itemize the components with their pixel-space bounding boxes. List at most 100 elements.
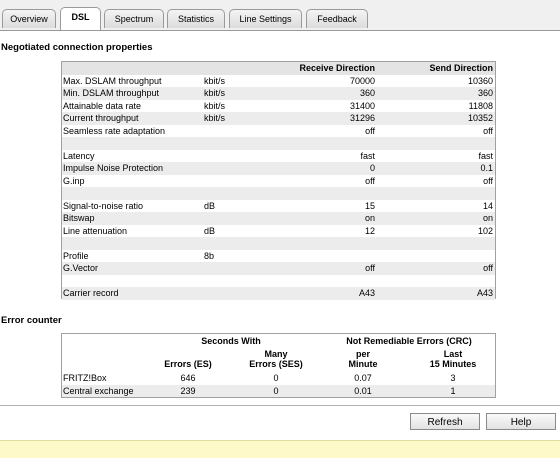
send-value: 10360 xyxy=(467,75,493,86)
receive-value: 0 xyxy=(369,163,375,173)
cell-value: 3 xyxy=(450,373,456,383)
row-label: Line attenuation xyxy=(63,225,128,236)
row-label: Bitswap xyxy=(63,213,95,223)
column-header: Many xyxy=(264,349,288,359)
send-value: off xyxy=(483,125,493,136)
cell-value: 0 xyxy=(273,373,279,383)
receive-value: off xyxy=(365,263,375,273)
column-header: Minute xyxy=(348,359,378,369)
receive-value: off xyxy=(365,175,375,186)
receive-value: fast xyxy=(360,150,375,161)
header-row: Receive Direction Send Direction xyxy=(62,62,495,75)
row-label: G.Vector xyxy=(63,263,99,273)
column-header: 15 Minutes xyxy=(429,359,477,369)
data-row: G.Vector off off xyxy=(62,262,495,275)
separator xyxy=(0,405,560,406)
footer xyxy=(0,440,560,458)
data-row: Central exchange 239 0 0.01 1 xyxy=(62,384,495,397)
unit: dB xyxy=(204,200,216,211)
row-label: Max. DSLAM throughput xyxy=(63,75,162,86)
cell-value: 0.01 xyxy=(354,385,372,396)
error-table: Seconds With Not Remediable Errors (CRC) E… xyxy=(61,333,496,398)
data-row: Line attenuation dB 12 102 xyxy=(62,225,495,238)
cell-value: 646 xyxy=(180,373,196,383)
spacer-row xyxy=(62,237,495,250)
data-row: Bitswap on on xyxy=(62,212,495,225)
cell-value: 239 xyxy=(180,385,196,396)
row-label: Central exchange xyxy=(63,385,134,396)
data-row: Latency fast fast xyxy=(62,150,495,163)
data-row: Profile 8b xyxy=(62,250,495,263)
send-value: 0.1 xyxy=(480,163,493,173)
unit: kbit/s xyxy=(204,100,226,111)
send-value: fast xyxy=(478,150,493,161)
receive-value: 12 xyxy=(364,225,375,236)
cell-value: 1 xyxy=(450,385,456,396)
tab[interactable]: DSL xyxy=(60,7,101,30)
row-label: Signal-to-noise ratio xyxy=(63,200,144,211)
section-title: Error counter xyxy=(1,315,62,326)
send-value: 10352 xyxy=(467,113,493,123)
receive-value: on xyxy=(364,213,375,223)
unit: kbit/s xyxy=(204,75,226,86)
spacer-row xyxy=(62,275,495,288)
cell-value: 0 xyxy=(273,385,279,396)
data-row: Impulse Noise Protection 0 0.1 xyxy=(62,162,495,175)
data-row: Seamless rate adaptation off off xyxy=(62,125,495,138)
data-row: G.inp off off xyxy=(62,175,495,188)
row-label: Current throughput xyxy=(63,113,139,123)
column-header: Errors (ES) xyxy=(164,359,212,369)
column-header: Receive Direction xyxy=(299,63,375,73)
column-header: per xyxy=(355,349,370,359)
row-label: FRITZ!Box xyxy=(63,373,107,383)
row-label: Profile xyxy=(63,250,89,261)
button[interactable]: Refresh xyxy=(410,413,480,430)
data-row: Min. DSLAM throughput kbit/s 360 360 xyxy=(62,87,495,100)
data-row: Signal-to-noise ratio dB 15 14 xyxy=(62,200,495,213)
row-label: Seamless rate adaptation xyxy=(63,125,166,136)
group-header: Not Remediable Errors (CRC) xyxy=(346,336,472,346)
unit: 8b xyxy=(204,250,215,261)
send-value: 360 xyxy=(477,88,493,98)
send-value: A43 xyxy=(476,288,493,298)
group-header: Seconds With xyxy=(201,336,261,346)
unit: kbit/s xyxy=(204,88,226,98)
row-label: Carrier record xyxy=(63,288,119,298)
send-value: off xyxy=(483,263,493,273)
send-value: 14 xyxy=(482,200,493,211)
unit: dB xyxy=(204,225,216,236)
column-header: Errors (SES) xyxy=(249,359,303,369)
tab[interactable]: Feedback xyxy=(306,9,368,28)
column-header: Send Direction xyxy=(429,63,493,73)
receive-value: 31296 xyxy=(349,113,375,123)
tab[interactable]: Spectrum xyxy=(104,9,164,28)
tab[interactable]: Statistics xyxy=(167,9,225,28)
data-row: FRITZ!Box 646 0 0.07 3 xyxy=(62,372,495,385)
receive-value: 15 xyxy=(364,200,375,211)
spacer-row xyxy=(62,187,495,200)
row-label: Min. DSLAM throughput xyxy=(63,88,160,98)
send-value: off xyxy=(483,175,493,186)
receive-value: off xyxy=(365,125,375,136)
receive-value: 360 xyxy=(359,88,375,98)
cell-value: 0.07 xyxy=(354,373,372,383)
row-label: Impulse Noise Protection xyxy=(63,163,164,173)
tab[interactable]: Line Settings xyxy=(229,9,302,28)
button[interactable]: Help xyxy=(486,413,556,430)
data-row: Attainable data rate kbit/s 31400 11808 xyxy=(62,100,495,113)
send-value: 102 xyxy=(477,225,493,236)
data-row: Carrier record A43 A43 xyxy=(62,287,495,300)
row-label: G.inp xyxy=(63,175,85,186)
data-row: Current throughput kbit/s 31296 10352 xyxy=(62,112,495,125)
send-value: 11808 xyxy=(468,100,493,111)
receive-value: A43 xyxy=(358,288,375,298)
receive-value: 31400 xyxy=(349,100,375,111)
tab[interactable]: Overview xyxy=(2,9,56,28)
section-title: Negotiated connection properties xyxy=(1,42,153,53)
connection-table: Receive Direction Send Direction Max. DSLA… xyxy=(61,61,496,300)
spacer-row xyxy=(62,137,495,150)
receive-value: 70000 xyxy=(349,75,375,86)
column-header: Last xyxy=(443,349,463,359)
unit: kbit/s xyxy=(204,113,226,123)
row-label: Attainable data rate xyxy=(63,100,142,111)
